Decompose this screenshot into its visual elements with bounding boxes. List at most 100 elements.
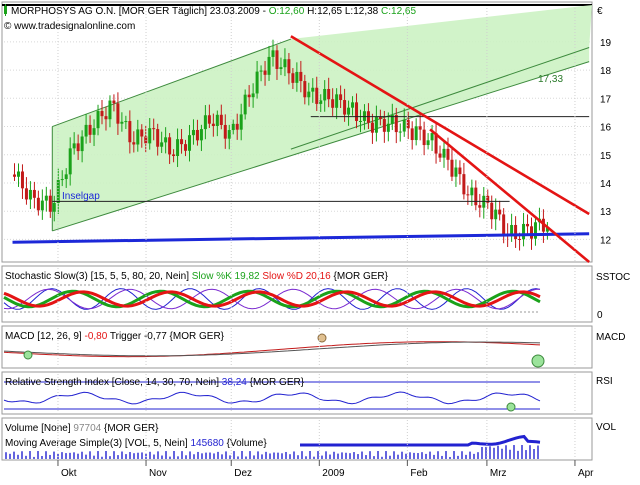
stochastic-k-line [3, 289, 541, 309]
stochastic-d-label: Slow %D 20,16 [262, 271, 331, 282]
candle-body [339, 94, 343, 101]
stochastic-label: Stochastic Slow(3) [15, 5, 5, 80, 20, Ne… [5, 271, 189, 282]
price-tick-label: 18 [600, 66, 612, 77]
x-tick-label: Apr [578, 468, 594, 479]
macd-lines [3, 333, 545, 368]
candle-body [462, 174, 466, 195]
price-tick-label: 17 [600, 94, 612, 105]
candle-body [28, 189, 32, 200]
candle-body [219, 114, 223, 125]
candle-body [144, 136, 148, 144]
close-value: C:12,65 [381, 6, 416, 17]
candle-body [315, 87, 319, 104]
candle-body [498, 209, 502, 215]
rsi-symbol: {MOR GER} [250, 377, 305, 388]
channel-line [52, 61, 590, 232]
volume-bars [5, 434, 541, 459]
candle-body [514, 224, 518, 239]
price-tick-label: 16 [600, 123, 612, 134]
volume-label: Volume [None] [5, 423, 71, 434]
candle-body [478, 205, 482, 208]
candle-body [351, 102, 355, 108]
high-value: H:12,65 [307, 6, 342, 17]
candle-body [227, 130, 231, 139]
candle-body [502, 214, 506, 235]
candle-body [251, 93, 255, 98]
candle-body [255, 71, 259, 94]
volume-ma-value: 145680 [190, 438, 224, 449]
candle-body [120, 121, 124, 124]
candle-body [490, 202, 494, 220]
candle-body [422, 129, 426, 146]
candle-body [172, 154, 176, 157]
candle-body [267, 56, 271, 75]
macd-value: -0,80 [84, 331, 107, 342]
candle-body [116, 103, 120, 124]
candle-body [40, 200, 44, 211]
macd-trigger-line [3, 341, 541, 357]
candle-body [176, 139, 180, 157]
candle-body [164, 137, 168, 143]
candle-body [20, 171, 24, 189]
candle-body [406, 119, 410, 129]
price-tick-label: 15 [600, 151, 612, 162]
candle-body [362, 111, 366, 121]
candle-body [100, 111, 104, 117]
volume-value: 97704 [73, 423, 101, 434]
macd-label: MACD [12, 26, 9] [5, 331, 82, 342]
candle-body [418, 126, 422, 130]
candle-body [430, 133, 434, 141]
candle-body [44, 195, 48, 201]
inselgap-annotation: Inselgap [62, 191, 100, 202]
svg-text:Stochastic Slow(3) [15, 5, 5,: Stochastic Slow(3) [15, 5, 5, 80, 20, Ne… [5, 271, 389, 282]
candle-body [231, 123, 235, 131]
macd-signal-marker [23, 350, 33, 360]
candle-body [434, 133, 438, 154]
macd-line [3, 341, 541, 358]
candle-body [529, 226, 533, 239]
resistance-trend-line [290, 35, 590, 216]
volume-ma-unit: {Volume} [227, 438, 268, 449]
candle-body [402, 119, 406, 132]
stochastic-d-line [3, 290, 541, 308]
svg-text:Volume [None] 97704 {MOR GER}: Volume [None] 97704 {MOR GER} [5, 423, 159, 434]
candle-body [355, 102, 359, 121]
rsi-axis-name: RSI [596, 376, 613, 387]
price-y-axis: 12 13 14 15 16 17 18 19 [600, 38, 612, 247]
candle-body [64, 174, 68, 180]
candle-body [454, 167, 458, 177]
candle-body [486, 195, 490, 203]
price-tick-label: 13 [600, 207, 612, 218]
candle-body [319, 100, 323, 104]
price-tick-label: 19 [600, 38, 612, 49]
candle-body [307, 91, 311, 98]
candle-body [32, 189, 36, 198]
x-tick-label: Feb [410, 468, 428, 479]
candle-body [148, 128, 152, 144]
candle-body [458, 167, 462, 175]
candle-body [215, 114, 219, 127]
candle-body [470, 187, 474, 196]
rsi-label: Relative Strength Index [Close, 14, 30, … [5, 377, 219, 388]
candle-body [311, 87, 315, 92]
candle-body [60, 179, 64, 181]
candle-body [36, 197, 40, 211]
resistance-trend-line [429, 128, 590, 263]
candle-body [374, 116, 378, 133]
candle-body [378, 116, 382, 120]
macd-axis-name: MACD [596, 332, 625, 343]
open-value: O:12,60 [269, 6, 305, 17]
macd-signal-marker [531, 354, 545, 368]
candlesticks [13, 39, 549, 251]
candle-body [263, 70, 267, 75]
candle-body [132, 142, 136, 145]
candle-body [283, 59, 287, 68]
macd-symbol: {MOR GER} [170, 331, 225, 342]
candle-body [239, 114, 243, 130]
candle-body [52, 202, 56, 212]
candle-body [299, 71, 303, 82]
macd-panel [1, 325, 593, 369]
candle-body [259, 70, 263, 72]
candle-body [184, 144, 188, 151]
candle-body [327, 88, 331, 100]
